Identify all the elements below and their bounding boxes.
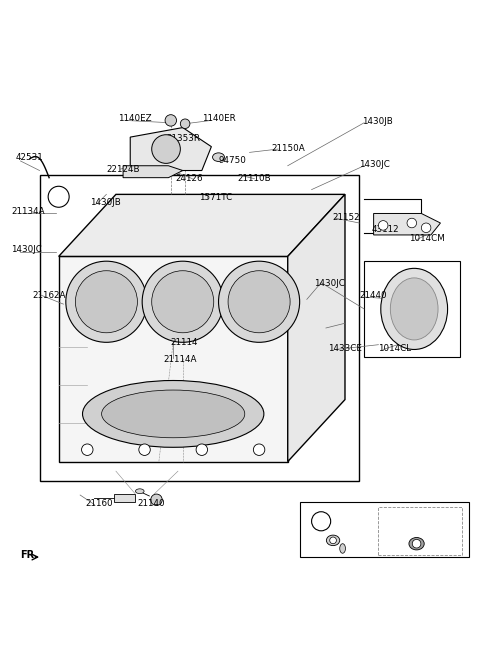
Text: 1430JB: 1430JB xyxy=(90,198,120,207)
Circle shape xyxy=(412,539,421,548)
Text: 1140ER: 1140ER xyxy=(202,115,236,123)
Polygon shape xyxy=(59,256,288,462)
Text: 21140: 21140 xyxy=(137,499,165,508)
Ellipse shape xyxy=(213,153,225,161)
Circle shape xyxy=(142,261,223,342)
FancyBboxPatch shape xyxy=(378,507,462,555)
Text: 21152: 21152 xyxy=(332,213,360,222)
Circle shape xyxy=(152,271,214,333)
Text: 1430JC: 1430JC xyxy=(360,160,390,169)
Text: 21160: 21160 xyxy=(85,499,112,508)
Polygon shape xyxy=(130,127,211,171)
Text: 1014CM: 1014CM xyxy=(409,234,445,243)
Text: 1430JC: 1430JC xyxy=(11,245,42,254)
Circle shape xyxy=(152,134,180,163)
Text: 21443: 21443 xyxy=(396,301,424,310)
Text: 21114: 21114 xyxy=(171,338,198,347)
Circle shape xyxy=(82,444,93,455)
Text: 21110B: 21110B xyxy=(238,174,271,183)
FancyBboxPatch shape xyxy=(300,502,469,557)
Circle shape xyxy=(165,115,177,126)
Circle shape xyxy=(66,261,147,342)
Text: 21150A: 21150A xyxy=(271,144,305,153)
Text: 21314A: 21314A xyxy=(402,530,436,539)
Text: 21134A: 21134A xyxy=(11,207,45,216)
Text: a: a xyxy=(319,517,324,525)
Circle shape xyxy=(253,444,265,455)
Ellipse shape xyxy=(102,390,245,438)
Text: (ALT.): (ALT.) xyxy=(394,520,418,529)
Text: 1014CL: 1014CL xyxy=(378,344,411,353)
Text: 24126: 24126 xyxy=(176,174,203,183)
Circle shape xyxy=(378,220,388,230)
Text: 1140EZ: 1140EZ xyxy=(118,115,152,123)
Circle shape xyxy=(421,223,431,233)
Circle shape xyxy=(330,537,336,544)
Text: 1430JC: 1430JC xyxy=(314,279,345,288)
Ellipse shape xyxy=(390,278,438,340)
Ellipse shape xyxy=(340,544,346,553)
FancyBboxPatch shape xyxy=(364,261,459,357)
Circle shape xyxy=(180,119,190,129)
Text: 22124B: 22124B xyxy=(107,165,140,174)
Polygon shape xyxy=(373,213,441,235)
Circle shape xyxy=(407,218,417,228)
Circle shape xyxy=(48,186,69,207)
Polygon shape xyxy=(288,194,345,462)
Circle shape xyxy=(312,512,331,531)
Text: 21440: 21440 xyxy=(360,291,387,300)
FancyBboxPatch shape xyxy=(114,493,135,502)
Text: 21133: 21133 xyxy=(322,520,350,529)
Text: 1433CE: 1433CE xyxy=(328,344,362,353)
Ellipse shape xyxy=(326,535,340,546)
Circle shape xyxy=(139,444,150,455)
Text: 21162A: 21162A xyxy=(33,291,66,300)
Text: 1751GI: 1751GI xyxy=(331,530,362,539)
Text: a: a xyxy=(56,192,61,201)
Circle shape xyxy=(218,261,300,342)
Circle shape xyxy=(228,271,290,333)
Text: 43112: 43112 xyxy=(371,225,399,234)
Text: 21114A: 21114A xyxy=(164,354,197,363)
Text: 94750: 94750 xyxy=(218,155,246,165)
Text: FR.: FR. xyxy=(21,550,38,560)
Text: 1571TC: 1571TC xyxy=(199,194,233,202)
Ellipse shape xyxy=(409,537,424,550)
Ellipse shape xyxy=(381,268,447,350)
Ellipse shape xyxy=(83,380,264,447)
Text: 1430JB: 1430JB xyxy=(362,117,393,126)
Polygon shape xyxy=(59,194,345,256)
Text: 42531: 42531 xyxy=(16,153,44,162)
Circle shape xyxy=(196,444,207,455)
Circle shape xyxy=(151,494,162,506)
Ellipse shape xyxy=(135,489,144,493)
Polygon shape xyxy=(123,166,183,178)
Text: 21353R: 21353R xyxy=(166,134,200,143)
Circle shape xyxy=(75,271,137,333)
FancyBboxPatch shape xyxy=(39,175,360,481)
